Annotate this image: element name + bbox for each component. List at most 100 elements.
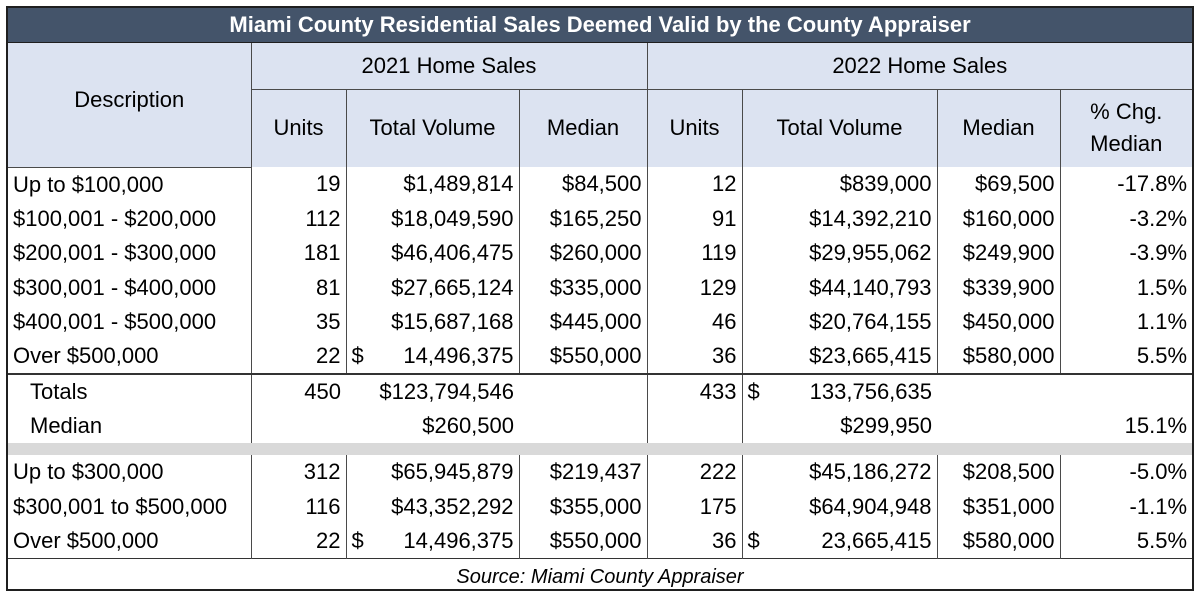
median-2022: $249,900: [937, 236, 1061, 271]
total-volume-2022: $14,392,210: [742, 201, 938, 236]
total-volume-2022: $44,140,793: [742, 270, 938, 305]
median-2021: $445,000: [519, 305, 648, 340]
median-2021: $335,000: [519, 270, 648, 305]
pct-change: 1.5%: [1136, 274, 1188, 300]
row-description: Up to $100,000: [8, 167, 252, 202]
pct-change: 5.5%: [1136, 528, 1188, 553]
units-2022: 175: [647, 489, 743, 524]
total-volume-2022: $23,665,415: [742, 339, 938, 374]
table-row: $100,001 - $200,000 112 $18,049,590 $165…: [8, 201, 1192, 236]
median-2022: $208,500: [937, 455, 1061, 490]
totals-label: Totals: [8, 373, 252, 409]
pct-change: -3.2%: [1129, 205, 1188, 231]
median-2021: $165,250: [519, 201, 648, 236]
median-2021: $355,000: [519, 489, 648, 524]
table-title: Miami County Residential Sales Deemed Va…: [8, 8, 1193, 43]
total-volume-2021: $65,945,879: [346, 455, 520, 490]
pct-change-header: % Chg. Median: [1060, 89, 1192, 167]
units-header-2022: Units: [647, 89, 743, 167]
table-row: Over $500,000 22 $14,496,375 $550,000 36…: [8, 524, 1192, 559]
group-header-2021: 2021 Home Sales: [251, 42, 648, 90]
total-volume-2021: $46,406,475: [346, 236, 520, 271]
units-2021: 312: [251, 455, 347, 490]
pct-change: -17.8%: [1117, 171, 1188, 197]
dollar-sign: $: [351, 343, 364, 369]
source-note: Source: Miami County Appraiser: [8, 558, 1193, 597]
total-volume-2021: $18,049,590: [346, 201, 520, 236]
units-2022: 46: [647, 305, 743, 340]
median-2022: $339,900: [937, 270, 1061, 305]
source-row: Source: Miami County Appraiser: [8, 558, 1193, 597]
totals-units-2021: 450: [251, 373, 346, 409]
pct-change: 1.1%: [1136, 309, 1188, 335]
median-volume-2022: $299,950: [840, 412, 932, 438]
median-2022: $160,000: [937, 201, 1061, 236]
units-2021: 112: [251, 201, 347, 236]
total-volume-2022: $20,764,155: [742, 305, 938, 340]
units-2022: 129: [647, 270, 743, 305]
row-description: $200,001 - $300,000: [8, 236, 252, 271]
median-volume-2021: $260,500: [422, 412, 514, 438]
totals-volume-2022: $133,756,635: [742, 373, 937, 409]
units-2022: 12: [647, 167, 743, 202]
amount: 133,756,635: [809, 378, 932, 404]
units-2021: 81: [251, 270, 347, 305]
units-2021: 22: [251, 339, 347, 374]
empty-cell: [519, 373, 648, 409]
median-2022: $450,000: [937, 305, 1061, 340]
row-description: Over $500,000: [8, 339, 252, 374]
units-2022: 91: [647, 201, 743, 236]
dollar-sign: $: [747, 378, 760, 404]
total-volume-2021: $15,687,168: [346, 305, 520, 340]
row-description: $300,001 - $400,000: [8, 270, 252, 305]
median-2021: $550,000: [519, 339, 648, 374]
pct-change: -3.9%: [1129, 240, 1188, 266]
units-2021: 35: [251, 305, 347, 340]
separator: [8, 443, 1193, 455]
row-description: $300,001 to $500,000: [8, 489, 252, 524]
empty-cell: [519, 408, 648, 443]
median-header-2022: Median: [937, 89, 1061, 167]
median-2022: $580,000: [937, 339, 1061, 374]
row-description: Up to $300,000: [8, 455, 252, 490]
row-description: $100,001 - $200,000: [8, 201, 252, 236]
median-label: Median: [8, 408, 252, 443]
sales-table-container: Miami County Residential Sales Deemed Va…: [6, 6, 1194, 597]
median-2021: $550,000: [519, 524, 648, 559]
median-2022: $69,500: [937, 167, 1061, 202]
units-2022: 222: [647, 455, 743, 490]
units-2021: 22: [251, 524, 347, 559]
median-pct-change: 15.1%: [1124, 412, 1188, 438]
totals-units-2022: 433: [647, 373, 743, 409]
table-row: $300,001 - $400,000 81 $27,665,124 $335,…: [8, 270, 1192, 305]
units-header-2021: Units: [251, 89, 347, 167]
median-2021: $84,500: [519, 167, 648, 202]
total-volume-header-2022: Total Volume: [742, 89, 938, 167]
units-2022: 36: [647, 339, 743, 374]
row-description: $400,001 - $500,000: [8, 305, 252, 340]
total-volume-2022: $839,000: [742, 167, 938, 202]
empty-cell: [937, 409, 1060, 444]
pct-change-header-line2: Median: [1090, 131, 1163, 157]
total-volume-header-2021: Total Volume: [346, 89, 520, 167]
pct-change-header-line1: % Chg.: [1090, 99, 1163, 125]
total-volume-2022: $64,904,948: [742, 489, 938, 524]
totals-volume-2021: $123,794,546: [346, 373, 519, 409]
median-row: Median $260,500 $299,950 15.1%: [8, 408, 1192, 444]
units-2022: 36: [647, 524, 743, 559]
median-2022: $580,000: [937, 524, 1061, 559]
total-volume-2021: $14,496,375: [346, 524, 520, 559]
units-2021: 19: [251, 167, 347, 202]
units-2022: 119: [647, 236, 743, 271]
table-row: $300,001 to $500,000 116 $43,352,292 $35…: [8, 489, 1192, 524]
dollar-sign: $: [747, 528, 760, 553]
empty-cell: [647, 408, 743, 443]
median-header-2021: Median: [519, 89, 648, 167]
median-2021: $219,437: [519, 455, 648, 490]
total-volume-2021: $27,665,124: [346, 270, 520, 305]
pct-change: 5.5%: [1136, 343, 1188, 369]
empty-cell: [937, 373, 1060, 409]
table-row: Up to $100,000 19 $1,489,814 $84,500 12 …: [8, 167, 1192, 202]
total-volume-2022: $45,186,272: [742, 455, 938, 490]
sales-table: Miami County Residential Sales Deemed Va…: [8, 8, 1193, 597]
